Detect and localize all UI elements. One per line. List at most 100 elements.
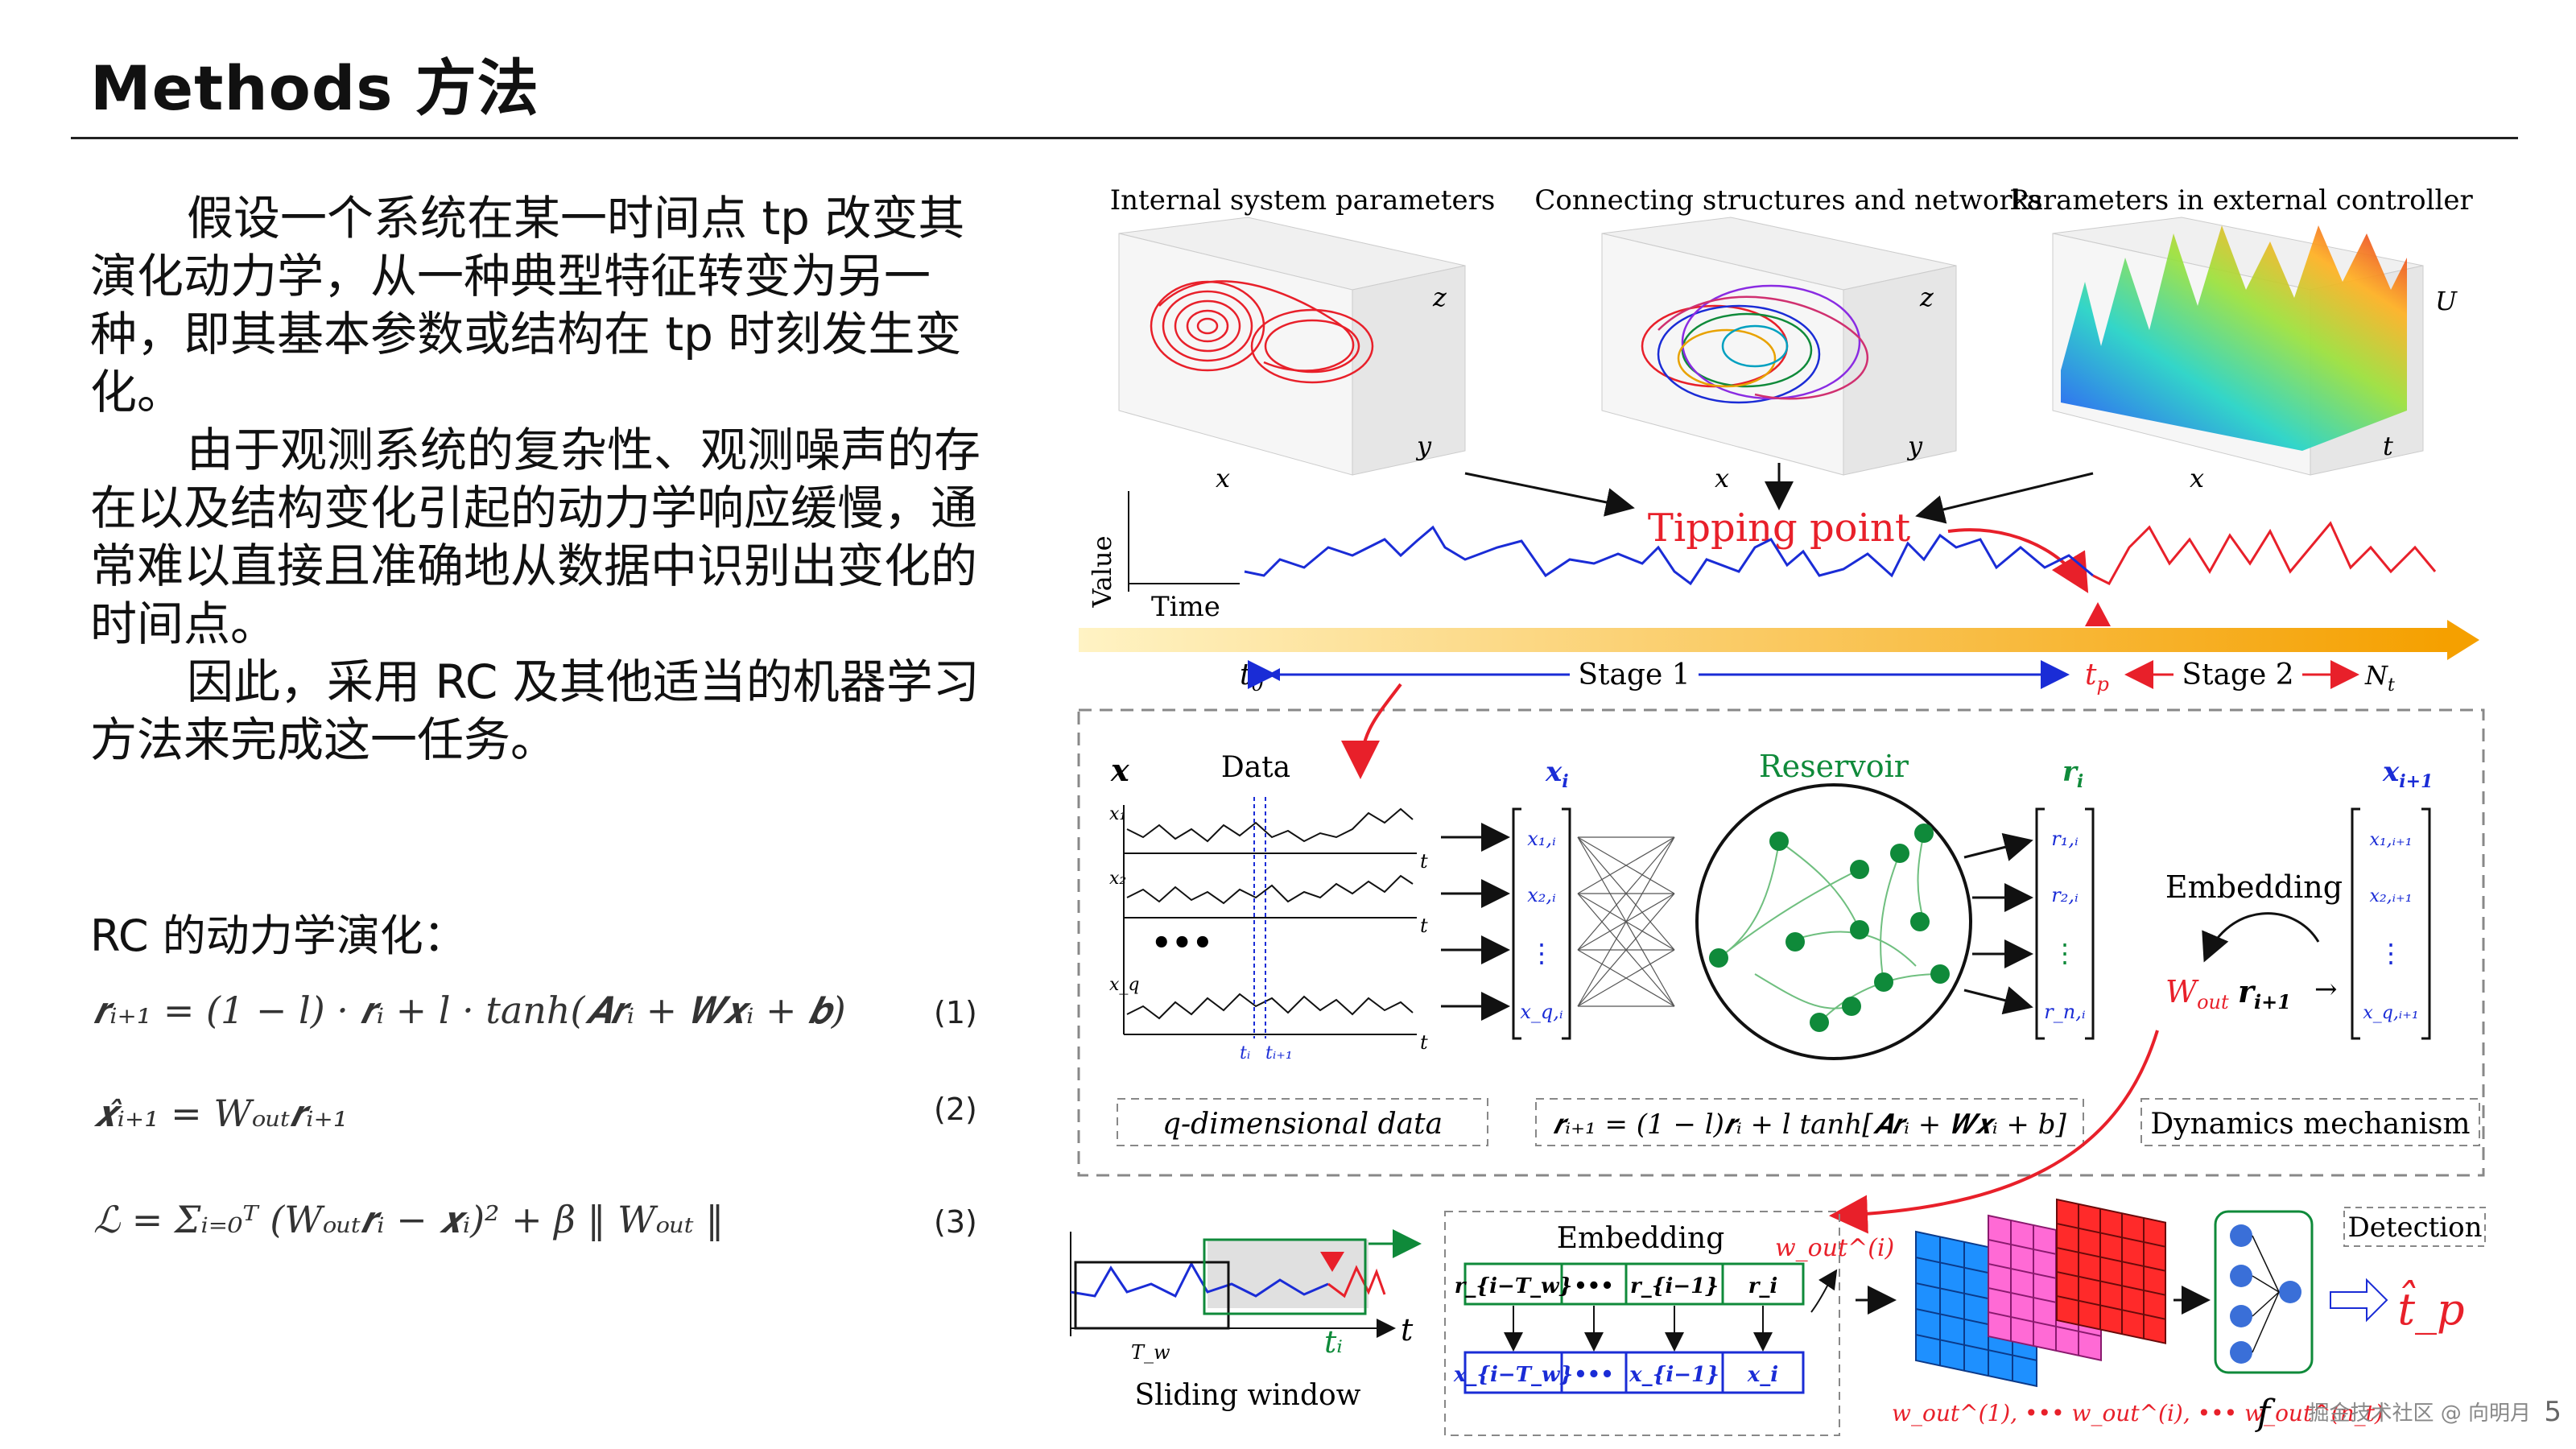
sliding-window-block: t T_w tᵢ Sliding window xyxy=(1070,1229,1422,1412)
x-row: x_{i−T_w} ••• x_{i−1} x_i xyxy=(1453,1351,1805,1394)
dynamics-label: Dynamics mechanism xyxy=(2150,1108,2470,1141)
bottom-embedding-label: Embedding xyxy=(1557,1222,1725,1255)
tw-label: T_w xyxy=(1131,1341,1170,1364)
time-axis-label: Time xyxy=(1151,591,1220,623)
xi1-entry-1: x₁,ᵢ₊₁ xyxy=(2369,830,2412,850)
methods-figure: Internal system parameters Connecting st… xyxy=(1070,184,2486,1436)
panel-title-1: Internal system parameters xyxy=(1110,184,1496,217)
xi-entry-1: x₁,ᵢ xyxy=(1527,828,1556,850)
reservoir-label: Reservoir xyxy=(1759,749,1909,784)
stage-annotations: t0 Stage 1 tp Stage 2 Nt xyxy=(1240,658,2395,696)
ri-entry-2: r₂,ᵢ xyxy=(2051,884,2079,906)
dynamics-box xyxy=(2140,1098,2480,1146)
detection-arrow xyxy=(2330,1278,2388,1323)
body-text: 假设一个系统在某一时间点 tp 改变其演化动力学，从一种典型特征转变为另一种，即… xyxy=(90,189,992,769)
watermark: 掘金技术社区 @ 向明月 xyxy=(2308,1402,2531,1426)
ri-vector: ri r₁,ᵢ r₂,ᵢ ⋮ r_n,ᵢ xyxy=(2035,756,2095,1040)
embedding-block: Embedding Wout ri+1 → xyxy=(2165,869,2343,1013)
xi1-entry-dots: ⋮ xyxy=(2378,938,2404,968)
paragraph-1: 假设一个系统在某一时间点 tp 改变其演化动力学，从一种典型特征转变为另一种，即… xyxy=(90,191,965,419)
slide-title: Methods 方法 xyxy=(90,52,539,124)
paragraph-3: 因此，采用 RC 及其他适当的机器学习方法来完成这一任务。 xyxy=(90,654,980,767)
p2-axis-z: z xyxy=(1919,282,1934,312)
r-next-label: ri+1 xyxy=(2238,973,2291,1013)
tipping-arrow xyxy=(1947,528,2089,593)
xi-entry-2: x₂,ᵢ xyxy=(1527,884,1556,906)
xi1-vector: xi+1 x₁,ᵢ₊₁ x₂,ᵢ₊₁ ⋮ x_q,ᵢ₊₁ xyxy=(2351,756,2433,1040)
q-data-label: q-dimensional data xyxy=(1162,1108,1443,1141)
rc-dynamics-label: RC 的动力学演化： xyxy=(90,910,467,961)
series-ellipsis: ••• xyxy=(1151,924,1213,962)
lorenz-red-panel: z y x xyxy=(1118,217,1466,493)
x-bold-label: x xyxy=(1110,752,1130,788)
p3-axis-x: x xyxy=(2190,463,2204,493)
data-series-block: x Data x₁ x₂ x_q ••• t t t tᵢ tᵢ₊₁ xyxy=(1109,751,1428,1063)
arrow-p3-to-tipping xyxy=(1915,472,2094,524)
network-attractor-panel: z y x xyxy=(1601,217,1957,493)
bottom-t-label: t xyxy=(1401,1312,1414,1348)
panel-title-2: Connecting structures and networks xyxy=(1534,184,2042,217)
nt-label: Nt xyxy=(2364,660,2395,696)
stage1-label: Stage 1 xyxy=(1578,658,1690,691)
bottom-ti-label: tᵢ xyxy=(1324,1324,1343,1360)
equation-3: ℒ = Σᵢ₌₀ᵀ (𝑊ₒᵤₜ𝒓ᵢ − 𝒙ᵢ)² + β ‖ 𝑊ₒᵤₜ ‖ xyxy=(93,1198,724,1241)
eq-box-label: 𝒓ᵢ₊₁ = (1 − 𝑙)𝒓ᵢ + 𝑙 tanh[𝑨𝒓ᵢ + 𝑾𝒙ᵢ + 𝑏] xyxy=(1553,1108,2066,1141)
embedding-label: Embedding xyxy=(2165,869,2343,905)
stage2-label: Stage 2 xyxy=(2182,658,2293,691)
equation-2: 𝒙̂ᵢ₊₁ = 𝑊ₒᵤₜ𝒓ᵢ₊₁ xyxy=(93,1092,349,1135)
paragraph-2: 由于观测系统的复杂性、观测噪声的存在以及结构变化引起的动力学响应缓慢，通常难以直… xyxy=(90,423,981,651)
equation-2-number: (2) xyxy=(934,1092,977,1127)
wout-label: Wout xyxy=(2165,974,2229,1013)
ri-entry-dots: ⋮ xyxy=(2052,938,2078,968)
xi1-entry-2: x₂,ᵢ₊₁ xyxy=(2369,886,2412,906)
p1-axis-y: y xyxy=(1415,431,1432,461)
arrow-p1-to-tipping xyxy=(1464,472,1635,517)
ri-header: ri xyxy=(2062,756,2083,792)
tipping-point-label: Tipping point xyxy=(1648,506,1910,551)
tp-label: tp xyxy=(2085,658,2109,696)
wout-sequence-label: w_out^(1), ••• w_out^(i), ••• w_out^(n_t… xyxy=(1892,1400,2384,1426)
xi1-entry-q: x_q,ᵢ₊₁ xyxy=(2363,1003,2418,1023)
panel-title-3: Parameters in external controller xyxy=(2009,184,2473,217)
detector-network: f xyxy=(2214,1210,2314,1434)
equation-1-number: (1) xyxy=(934,995,977,1030)
reservoir-panel xyxy=(1077,708,2485,1177)
xi-entry-dots: ⋮ xyxy=(1529,938,1554,968)
controller-surface-panel: U t x xyxy=(2052,217,2458,493)
wout-arrow: → xyxy=(2314,973,2338,1005)
tipping-marker xyxy=(2085,602,2111,626)
wout-i-label: w_out^(i) xyxy=(1775,1234,1894,1262)
detection-label: Detection xyxy=(2347,1212,2482,1244)
ti1-label: tᵢ₊₁ xyxy=(1265,1043,1293,1063)
input-weights xyxy=(1577,836,1675,1007)
q-data-box xyxy=(1117,1098,1488,1146)
p1-axis-x: x xyxy=(1216,463,1230,493)
r-row-cell-1: r_{i−T_w} xyxy=(1455,1274,1573,1298)
r-row-cell-4: r_i xyxy=(1748,1274,1778,1298)
x-row-cell-1: x_{i−T_w} xyxy=(1453,1363,1573,1387)
tp-hat-label: t̂_p xyxy=(2397,1279,2464,1335)
page-number: 5 xyxy=(2544,1396,2562,1428)
x-row-cell-4: x_i xyxy=(1747,1363,1778,1387)
xi1-header: xi+1 xyxy=(2382,756,2433,792)
equation-1: 𝒓ᵢ₊₁ = (1 − 𝑙) · 𝒓ᵢ + 𝑙 · tanh(𝑨𝒓ᵢ + 𝑾𝒙ᵢ… xyxy=(93,989,846,1032)
p2-axis-y: y xyxy=(1906,431,1923,461)
ri-entry-1: r₁,ᵢ xyxy=(2051,828,2079,850)
timeline-bar xyxy=(1079,628,2447,652)
p3-axis-t: t xyxy=(2383,431,2393,461)
time-series: Value Time xyxy=(1087,491,2437,623)
series-x2-label: x₂ xyxy=(1109,869,1126,889)
xi-entry-q: x_q,ᵢ xyxy=(1520,1001,1563,1023)
sliding-window-label: Sliding window xyxy=(1135,1379,1361,1412)
series-x1-label: x₁ xyxy=(1109,804,1126,824)
xi-header: xi xyxy=(1545,756,1569,792)
embedding-panel xyxy=(1444,1211,1840,1436)
p1-axis-z: z xyxy=(1432,282,1447,312)
x-row-cell-3: x_{i−1} xyxy=(1629,1363,1719,1387)
x-row-cell-2: ••• xyxy=(1574,1363,1614,1387)
r-row-cell-3: r_{i−1} xyxy=(1630,1274,1719,1298)
reservoir: Reservoir xyxy=(1695,749,1972,1060)
title-divider xyxy=(71,137,2518,139)
p3-axis-u: U xyxy=(2435,286,2458,316)
eq-box xyxy=(1535,1098,2084,1146)
